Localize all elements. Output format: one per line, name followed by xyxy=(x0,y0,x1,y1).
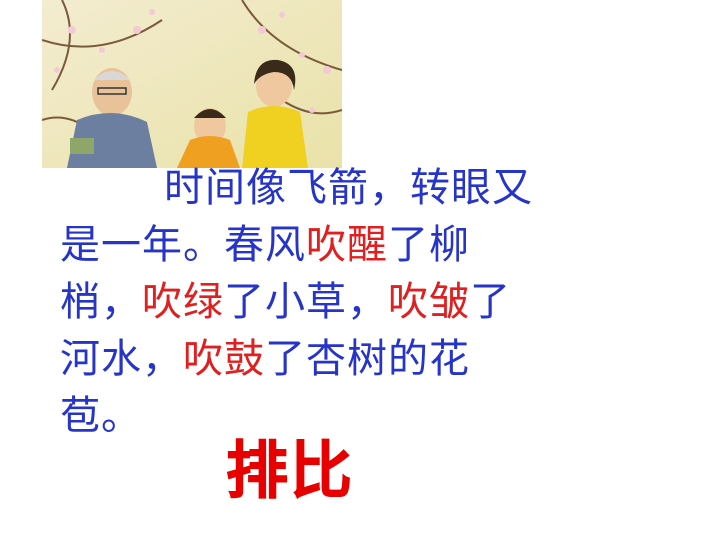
poem-passage: 时间像飞箭，转眼又 是一年。春风吹醒了柳 梢，吹绿了小草，吹皱了 河水，吹鼓了杏… xyxy=(60,160,620,445)
text-segment: 了小草， xyxy=(224,279,388,325)
text-segment: 是一年。春风 xyxy=(60,222,306,268)
highlight-verb: 吹醒 xyxy=(306,222,388,268)
family-illustration xyxy=(42,0,342,168)
highlight-verb: 吹皱 xyxy=(388,279,470,325)
passage-line-2: 是一年。春风吹醒了柳 xyxy=(60,217,620,274)
text-segment: 了 xyxy=(470,279,511,325)
highlight-verb: 吹鼓 xyxy=(183,336,265,382)
passage-line-5: 苞。 xyxy=(60,388,620,445)
passage-line-1: 时间像飞箭，转眼又 xyxy=(60,160,620,217)
rhetoric-label: 排比 xyxy=(225,434,355,508)
highlight-verb: 吹绿 xyxy=(142,279,224,325)
passage-line-4: 河水，吹鼓了杏树的花 xyxy=(60,331,620,388)
text-segment: 河水， xyxy=(60,336,183,382)
passage-line-3: 梢，吹绿了小草，吹皱了 xyxy=(60,274,620,331)
text-segment: 梢， xyxy=(60,279,142,325)
family-spring-illustration-icon xyxy=(42,0,342,168)
text-segment: 时间像飞箭，转眼又 xyxy=(164,165,533,211)
text-segment: 了杏树的花 xyxy=(265,336,470,382)
text-segment: 了柳 xyxy=(388,222,470,268)
text-segment: 苞。 xyxy=(60,393,142,439)
